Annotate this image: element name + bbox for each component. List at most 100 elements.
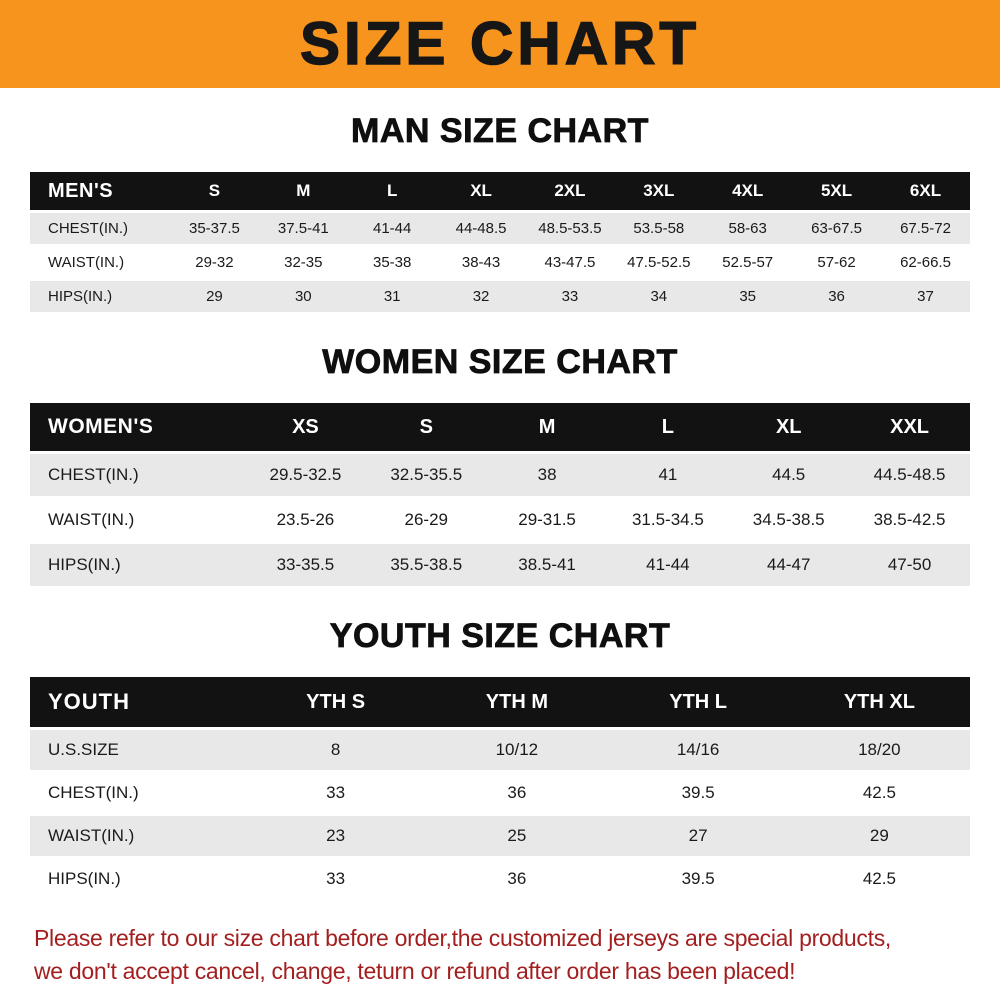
size-column-header: M [258,172,348,211]
size-value-cell: 38.5-41 [486,544,608,587]
size-value-cell: 44.5-48.5 [849,454,970,497]
page-title: SIZE CHART [299,10,700,77]
table-row: CHEST(IN.) 33 36 39.5 42.5 [30,773,970,814]
banner: SIZE CHART [0,0,1000,88]
size-value-cell: 33-35.5 [245,544,366,587]
size-column-header: M [486,403,608,452]
size-value-cell: 58-63 [703,213,793,245]
row-label-cell: HIPS(IN.) [30,281,170,313]
man-size-table: MEN'S S M L XL 2XL 3XL 4XL 5XL 6XL CHEST(IN.) 35-37… [30,169,970,315]
size-value-cell: 18/20 [788,730,970,771]
size-value-cell: 42.5 [788,859,970,900]
size-column-header: XL [436,172,526,211]
size-value-cell: 38-43 [436,247,526,279]
size-value-cell: 10/12 [426,730,608,771]
size-value-cell: 26-29 [365,499,487,542]
row-label-cell: U.S.SIZE [30,730,245,771]
man-size-chart-section: MAN SIZE CHART MEN'S S M L XL 2XL 3XL 4XL 5XL 6XL… [0,112,1000,315]
size-value-cell: 30 [258,281,348,313]
table-row: HIPS(IN.) 29 30 31 32 33 34 35 36 37 [30,281,970,313]
size-value-cell: 48.5-53.5 [525,213,615,245]
row-label-cell: HIPS(IN.) [30,544,245,587]
row-label-cell: HIPS(IN.) [30,859,245,900]
size-value-cell: 34 [614,281,704,313]
size-value-cell: 44.5 [728,454,850,497]
disclaimer-line-1: Please refer to our size chart before or… [34,925,891,952]
size-value-cell: 35 [703,281,793,313]
size-value-cell: 42.5 [788,773,970,814]
size-value-cell: 29-32 [170,247,259,279]
size-value-cell: 29 [788,816,970,857]
table-title-cell: MEN'S [30,172,170,211]
size-value-cell: 36 [792,281,881,313]
size-value-cell: 37 [881,281,970,313]
row-label-cell: CHEST(IN.) [30,454,245,497]
size-column-header: YTH XL [788,677,970,728]
table-row: U.S.SIZE 8 10/12 14/16 18/20 [30,730,970,771]
size-value-cell: 14/16 [607,730,789,771]
row-label-cell: WAIST(IN.) [30,247,170,279]
size-value-cell: 38.5-42.5 [849,499,970,542]
size-column-header: XL [728,403,850,452]
youth-size-chart-heading: YOUTH SIZE CHART [329,617,671,656]
size-value-cell: 8 [245,730,427,771]
table-header-row: YOUTH YTH S YTH M YTH L YTH XL [30,677,970,728]
size-value-cell: 29.5-32.5 [245,454,366,497]
size-column-header: YTH M [426,677,608,728]
size-value-cell: 47-50 [849,544,970,587]
table-head: WOMEN'S XS S M L XL XXL [30,403,970,452]
size-value-cell: 44-47 [728,544,850,587]
size-value-cell: 36 [426,773,608,814]
size-value-cell: 32-35 [258,247,348,279]
table-row: HIPS(IN.) 33-35.5 35.5-38.5 38.5-41 41-44 44-… [30,544,970,587]
table-row: WAIST(IN.) 23 25 27 29 [30,816,970,857]
table-row: HIPS(IN.) 33 36 39.5 42.5 [30,859,970,900]
size-value-cell: 32 [436,281,526,313]
size-value-cell: 39.5 [607,859,789,900]
women-size-table: WOMEN'S XS S M L XL XXL CHEST(IN.) 29.5-32.5 32.5… [30,400,970,589]
row-label-cell: WAIST(IN.) [30,816,245,857]
table-row: WAIST(IN.) 29-32 32-35 35-38 38-43 43-47.5 47.… [30,247,970,279]
disclaimer-line-2: we don't accept cancel, change, teturn o… [34,957,796,984]
row-label-cell: WAIST(IN.) [30,499,245,542]
size-column-header: 6XL [881,172,970,211]
size-column-header: YTH S [245,677,427,728]
disclaimer: Please refer to our size chart before or… [34,922,1000,987]
size-value-cell: 67.5-72 [881,213,970,245]
size-value-cell: 37.5-41 [258,213,348,245]
size-value-cell: 33 [525,281,615,313]
size-column-header: 2XL [525,172,615,211]
size-value-cell: 34.5-38.5 [728,499,850,542]
size-value-cell: 35-37.5 [170,213,259,245]
size-value-cell: 52.5-57 [703,247,793,279]
man-size-chart-heading: MAN SIZE CHART [351,112,649,151]
size-column-header: L [607,403,729,452]
size-column-header: L [347,172,437,211]
size-value-cell: 35-38 [347,247,437,279]
size-column-header: 4XL [703,172,793,211]
size-value-cell: 27 [607,816,789,857]
table-title-cell: WOMEN'S [30,403,245,452]
table-title-cell: YOUTH [30,677,245,728]
size-column-header: YTH L [607,677,789,728]
size-value-cell: 53.5-58 [614,213,704,245]
size-value-cell: 25 [426,816,608,857]
size-value-cell: 43-47.5 [525,247,615,279]
size-value-cell: 36 [426,859,608,900]
size-value-cell: 57-62 [792,247,881,279]
size-value-cell: 41-44 [347,213,437,245]
table-body: CHEST(IN.) 35-37.5 37.5-41 41-44 44-48.5 48.5… [30,213,970,313]
size-value-cell: 38 [486,454,608,497]
size-value-cell: 35.5-38.5 [365,544,487,587]
size-value-cell: 62-66.5 [881,247,970,279]
size-column-header: XXL [849,403,970,452]
size-column-header: S [170,172,259,211]
size-column-header: 5XL [792,172,881,211]
size-value-cell: 33 [245,773,427,814]
size-value-cell: 41 [607,454,729,497]
youth-size-chart-section: YOUTH SIZE CHART YOUTH YTH S YTH M YTH L YTH… [0,617,1000,902]
size-value-cell: 29 [170,281,259,313]
size-value-cell: 32.5-35.5 [365,454,487,497]
table-head: MEN'S S M L XL 2XL 3XL 4XL 5XL 6XL [30,172,970,211]
table-row: WAIST(IN.) 23.5-26 26-29 29-31.5 31.5-34.5 34… [30,499,970,542]
